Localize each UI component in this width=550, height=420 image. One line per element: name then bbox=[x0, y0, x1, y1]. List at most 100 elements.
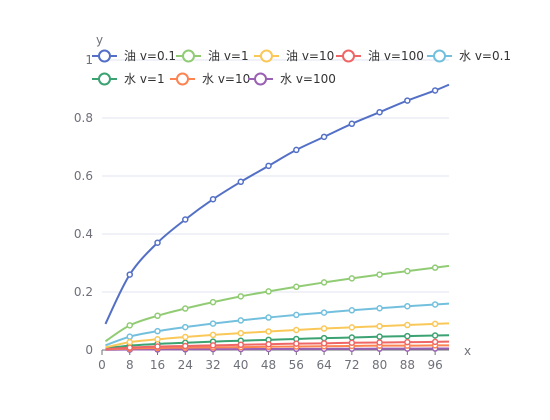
data-point[interactable] bbox=[265, 288, 272, 295]
data-point[interactable] bbox=[376, 322, 383, 330]
series-3 bbox=[105, 320, 450, 349]
data-point[interactable] bbox=[265, 162, 272, 170]
data-point[interactable] bbox=[348, 334, 356, 341]
data-point[interactable] bbox=[182, 342, 189, 350]
y-tick-label: 1 bbox=[85, 53, 93, 67]
series-2 bbox=[104, 264, 450, 343]
data-point[interactable] bbox=[320, 340, 328, 347]
legend-label: 油 v=0.1 bbox=[124, 49, 176, 63]
grid-lines bbox=[102, 59, 449, 293]
data-point[interactable] bbox=[209, 331, 217, 339]
data-point[interactable] bbox=[431, 320, 439, 328]
data-point[interactable] bbox=[182, 216, 189, 223]
x-tick-label: 72 bbox=[344, 358, 359, 372]
legend-item[interactable]: 油 v=0.1 bbox=[92, 49, 176, 63]
data-point[interactable] bbox=[182, 333, 189, 341]
data-point[interactable] bbox=[182, 323, 189, 331]
legend-item[interactable]: 水 v=1 bbox=[92, 72, 165, 86]
data-point[interactable] bbox=[126, 271, 134, 278]
data-point[interactable] bbox=[431, 87, 439, 94]
series-lines bbox=[104, 83, 450, 353]
data-point[interactable] bbox=[209, 195, 217, 203]
legend-item[interactable]: 油 v=10 bbox=[254, 49, 334, 63]
x-tick-label: 96 bbox=[427, 358, 442, 372]
data-point[interactable] bbox=[126, 344, 134, 351]
data-point[interactable] bbox=[237, 178, 245, 186]
data-point[interactable] bbox=[293, 326, 300, 334]
data-point[interactable] bbox=[348, 307, 356, 314]
data-point[interactable] bbox=[126, 322, 134, 329]
data-point[interactable] bbox=[320, 279, 328, 286]
data-point[interactable] bbox=[320, 309, 328, 316]
data-point[interactable] bbox=[404, 302, 411, 310]
legend-swatch-marker bbox=[182, 49, 195, 63]
x-tick-label: 48 bbox=[261, 358, 276, 372]
data-point[interactable] bbox=[265, 340, 272, 348]
data-point[interactable] bbox=[293, 311, 300, 319]
x-tick-label: 32 bbox=[205, 358, 220, 372]
data-point[interactable] bbox=[376, 271, 383, 278]
data-point[interactable] bbox=[348, 339, 356, 346]
data-point[interactable] bbox=[293, 146, 300, 154]
data-point[interactable] bbox=[320, 325, 328, 332]
data-point[interactable] bbox=[209, 342, 217, 349]
data-point[interactable] bbox=[293, 340, 300, 347]
data-point[interactable] bbox=[126, 333, 134, 340]
y-tick-label: 0.2 bbox=[74, 285, 93, 299]
data-point[interactable] bbox=[404, 332, 411, 340]
x-tick-label: 88 bbox=[400, 358, 415, 372]
data-point[interactable] bbox=[320, 334, 328, 342]
legend-item[interactable]: 水 v=10 bbox=[170, 72, 250, 86]
data-point[interactable] bbox=[348, 324, 356, 331]
data-point[interactable] bbox=[404, 338, 411, 346]
data-point[interactable] bbox=[154, 327, 161, 335]
data-point[interactable] bbox=[431, 301, 439, 308]
data-point[interactable] bbox=[293, 283, 300, 291]
data-point[interactable] bbox=[154, 343, 161, 350]
legend-label: 油 v=1 bbox=[208, 49, 249, 63]
data-point[interactable] bbox=[209, 320, 217, 327]
data-point[interactable] bbox=[376, 339, 383, 346]
legend-swatch-marker bbox=[254, 72, 267, 86]
x-tick-label: 64 bbox=[316, 358, 331, 372]
data-point[interactable] bbox=[154, 312, 161, 320]
data-point[interactable] bbox=[154, 336, 161, 343]
legend-label: 水 v=100 bbox=[280, 72, 336, 86]
data-point[interactable] bbox=[237, 341, 245, 349]
x-tick-label: 8 bbox=[126, 358, 134, 372]
data-point[interactable] bbox=[182, 305, 189, 312]
legend-swatch-marker bbox=[98, 49, 111, 63]
data-point[interactable] bbox=[404, 97, 411, 104]
data-point[interactable] bbox=[404, 321, 411, 329]
data-point[interactable] bbox=[237, 329, 245, 337]
series-line bbox=[104, 83, 450, 325]
data-point[interactable] bbox=[209, 298, 217, 306]
data-point[interactable] bbox=[265, 328, 272, 335]
legend-item[interactable]: 水 v=0.1 bbox=[427, 49, 511, 63]
legend-label: 水 v=10 bbox=[202, 72, 250, 86]
data-point[interactable] bbox=[431, 332, 439, 339]
data-point[interactable] bbox=[126, 338, 134, 346]
data-point[interactable] bbox=[431, 338, 439, 346]
data-point[interactable] bbox=[348, 275, 356, 282]
y-tick-label: 0.8 bbox=[74, 111, 93, 125]
data-point[interactable] bbox=[237, 293, 245, 300]
data-point[interactable] bbox=[431, 264, 439, 271]
data-point[interactable] bbox=[376, 333, 383, 340]
x-axis-label: x bbox=[464, 344, 471, 358]
legend-item[interactable]: 水 v=100 bbox=[248, 72, 336, 86]
legend[interactable]: 油 v=0.1 油 v=1 油 v=10 油 v=100 水 v=0.1 水 v=1 水 v… bbox=[92, 49, 511, 86]
legend-label: 油 v=10 bbox=[286, 49, 334, 63]
data-point[interactable] bbox=[320, 133, 328, 141]
legend-item[interactable]: 油 v=1 bbox=[176, 49, 249, 63]
data-point[interactable] bbox=[404, 267, 411, 275]
data-point[interactable] bbox=[376, 108, 383, 116]
data-point[interactable] bbox=[154, 239, 161, 246]
series-4 bbox=[105, 338, 450, 351]
data-point[interactable] bbox=[348, 120, 356, 128]
data-point[interactable] bbox=[376, 304, 383, 312]
legend-item[interactable]: 油 v=100 bbox=[336, 49, 424, 63]
data-point[interactable] bbox=[265, 314, 272, 321]
data-point[interactable] bbox=[237, 317, 245, 324]
